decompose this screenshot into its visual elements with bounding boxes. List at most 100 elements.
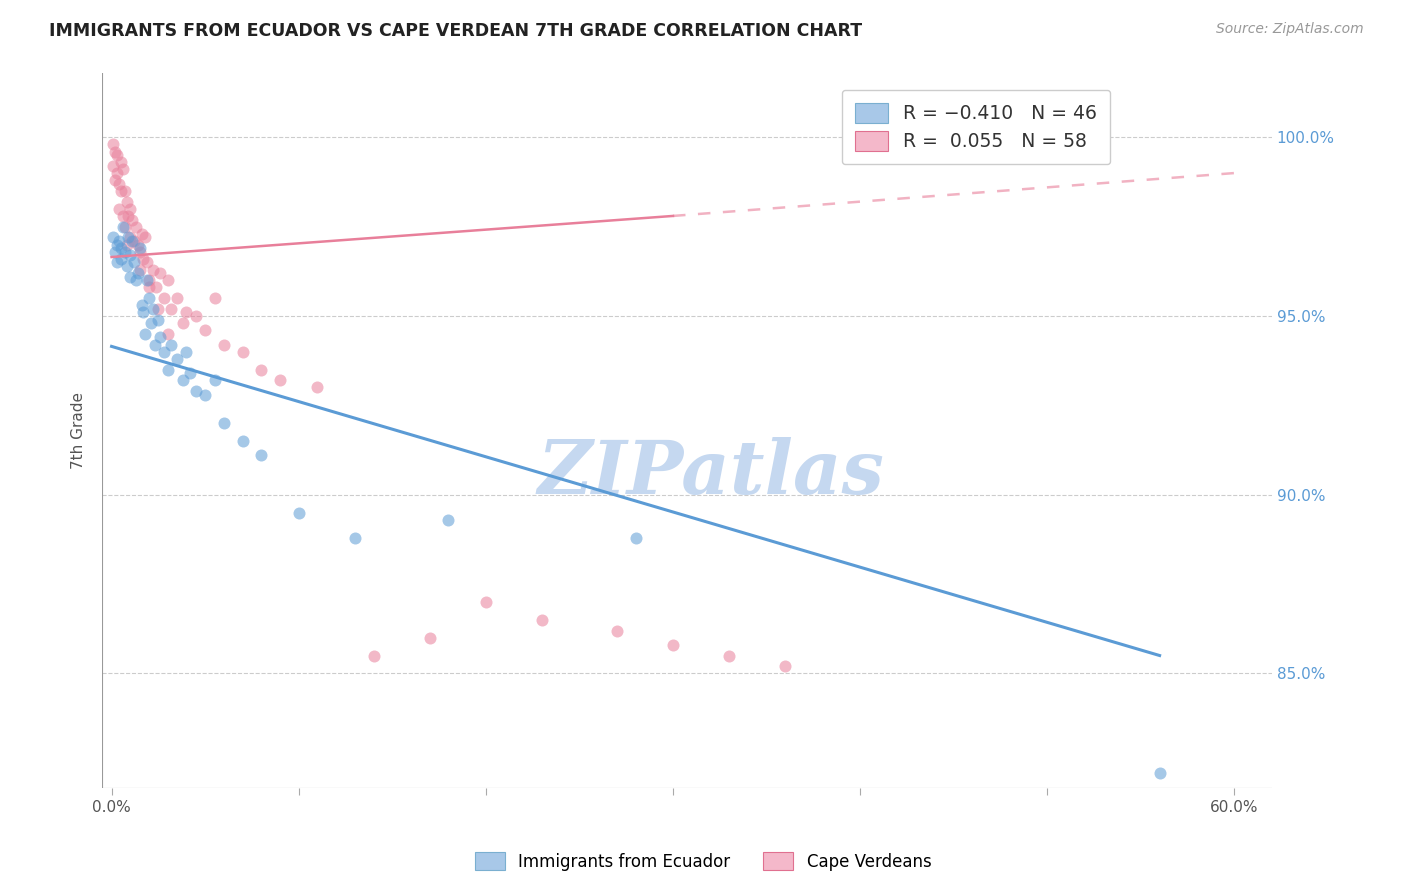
Point (132, 252, 155, 266)
Point (111, 162, 134, 177)
Point (166, 351, 188, 366)
Point (232, 434, 254, 448)
Point (115, 259, 138, 273)
Point (120, 202, 142, 216)
Point (121, 234, 143, 248)
Point (212, 416, 235, 430)
Point (142, 301, 165, 316)
Point (287, 506, 309, 520)
Y-axis label: 7th Grade: 7th Grade (72, 392, 86, 469)
Text: IMMIGRANTS FROM ECUADOR VS CAPE VERDEAN 7TH GRADE CORRELATION CHART: IMMIGRANTS FROM ECUADOR VS CAPE VERDEAN … (49, 22, 862, 40)
Point (120, 248, 142, 262)
Point (125, 273, 148, 287)
Legend: R = −0.410   N = 46, R =  0.055   N = 58: R = −0.410 N = 46, R = 0.055 N = 58 (842, 89, 1111, 164)
Point (110, 155, 132, 169)
Point (115, 237, 138, 252)
Point (475, 595, 498, 609)
Point (160, 301, 183, 316)
Point (125, 219, 148, 234)
Point (131, 298, 153, 312)
Point (184, 309, 207, 323)
Point (121, 212, 143, 227)
Point (775, 659, 797, 673)
Point (156, 362, 179, 376)
Point (111, 219, 134, 234)
Point (142, 262, 165, 277)
Point (131, 227, 153, 241)
Point (156, 273, 179, 287)
Point (343, 531, 366, 545)
Point (120, 269, 142, 284)
Point (136, 273, 159, 287)
Point (117, 230, 139, 244)
Point (127, 266, 149, 280)
Point (194, 323, 217, 337)
Point (160, 337, 183, 351)
Point (149, 266, 172, 280)
Point (204, 373, 226, 387)
Point (114, 219, 136, 234)
Point (103, 159, 125, 173)
Point (176, 305, 198, 319)
Point (115, 194, 138, 209)
Point (110, 241, 132, 255)
Point (134, 326, 156, 341)
Point (1149, 766, 1171, 780)
Point (718, 648, 741, 663)
Point (624, 531, 647, 545)
Point (108, 177, 131, 191)
Point (132, 305, 155, 319)
Point (105, 166, 128, 180)
Point (138, 291, 160, 305)
Point (662, 638, 685, 652)
Point (232, 344, 254, 359)
Point (145, 280, 167, 294)
Point (104, 173, 127, 187)
Point (156, 326, 179, 341)
Point (138, 280, 160, 294)
Point (194, 387, 217, 401)
Text: ZIPatlas: ZIPatlas (537, 437, 884, 509)
Point (307, 380, 329, 394)
Point (136, 255, 159, 269)
Point (128, 244, 150, 259)
Point (103, 137, 125, 152)
Point (111, 209, 134, 223)
Point (122, 234, 145, 248)
Point (103, 230, 125, 244)
Point (120, 230, 142, 244)
Point (363, 648, 385, 663)
Point (148, 301, 170, 316)
Point (606, 624, 628, 638)
Point (269, 373, 291, 387)
Legend: Immigrants from Ecuador, Cape Verdeans: Immigrants from Ecuador, Cape Verdeans (467, 844, 939, 880)
Point (143, 337, 166, 351)
Point (114, 244, 136, 259)
Point (166, 291, 188, 305)
Point (117, 209, 139, 223)
Point (153, 291, 176, 305)
Point (138, 273, 160, 287)
Point (128, 262, 150, 277)
Point (104, 244, 127, 259)
Point (176, 344, 198, 359)
Point (105, 237, 128, 252)
Point (419, 631, 441, 645)
Point (153, 344, 176, 359)
Point (172, 316, 194, 330)
Point (128, 241, 150, 255)
Point (531, 613, 554, 627)
Point (108, 234, 131, 248)
Point (122, 255, 145, 269)
Point (105, 148, 128, 162)
Point (149, 330, 172, 344)
Point (148, 312, 170, 326)
Point (134, 230, 156, 244)
Point (105, 255, 128, 269)
Point (437, 513, 460, 527)
Point (250, 449, 273, 463)
Point (127, 237, 149, 252)
Point (212, 337, 235, 351)
Point (179, 366, 201, 380)
Text: Source: ZipAtlas.com: Source: ZipAtlas.com (1216, 22, 1364, 37)
